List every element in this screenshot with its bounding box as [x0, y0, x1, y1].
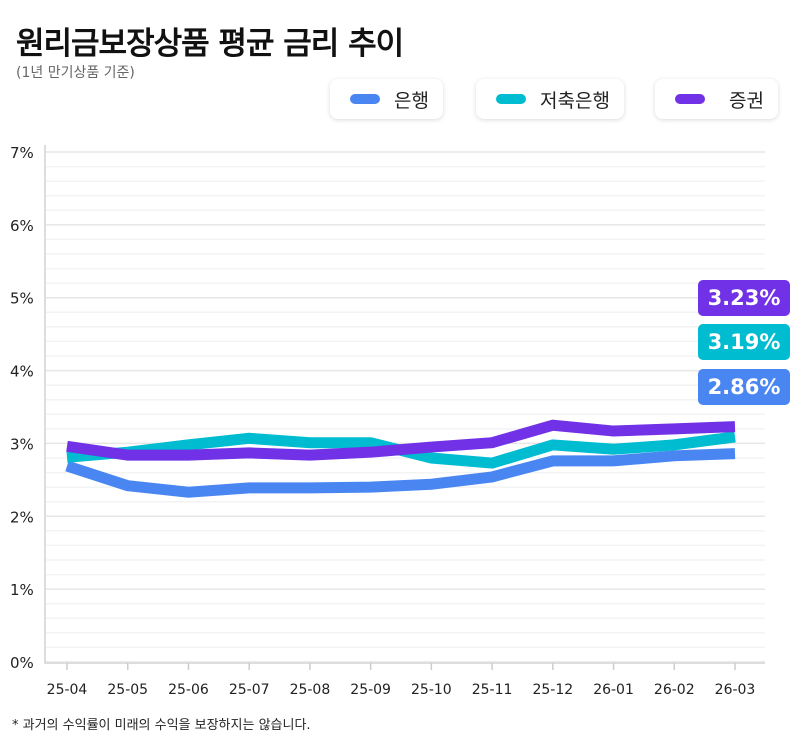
y-tick-label: 3% — [10, 435, 34, 453]
x-tick-label: 25-05 — [107, 682, 148, 698]
x-tick-label: 25-10 — [411, 682, 452, 698]
end-label-savings-bank: 3.19% — [698, 324, 790, 360]
y-tick-label: 2% — [10, 508, 34, 526]
y-tick-label: 5% — [10, 290, 34, 308]
x-tick-label: 26-02 — [654, 682, 695, 698]
legend-swatch-savings-bank — [496, 94, 526, 104]
x-tick-label: 25-09 — [350, 682, 391, 698]
legend-label: 저축은행 — [540, 89, 610, 112]
legend-label: 증권 — [729, 89, 764, 112]
chart-subtitle: (1년 만기상품 기준) — [16, 65, 135, 81]
x-tick-label: 25-06 — [168, 682, 209, 698]
y-tick-label: 0% — [10, 654, 34, 672]
legend-swatch-bank — [350, 94, 380, 104]
y-tick-label: 6% — [10, 217, 34, 235]
x-tick-label: 25-12 — [532, 682, 573, 698]
legend-item-bank[interactable]: 은행 — [330, 79, 443, 119]
x-tick-label: 25-07 — [229, 682, 270, 698]
y-tick-label: 1% — [10, 581, 34, 599]
chart-title: 원리금보장상품 평균 금리 추이 — [16, 26, 404, 62]
x-tick-label: 26-01 — [593, 682, 634, 698]
end-label-securities: 3.23% — [698, 280, 790, 316]
series-line-증권 — [66, 419, 736, 461]
x-tick-label: 26-03 — [715, 682, 756, 698]
end-label-bank: 2.86% — [698, 369, 790, 405]
x-tick-label: 25-04 — [47, 682, 88, 698]
series-line-은행 — [65, 448, 736, 498]
x-tick-label: 25-08 — [290, 682, 331, 698]
legend-label: 은행 — [394, 89, 429, 112]
footnote: * 과거의 수익률이 미래의 수익을 보장하지는 않습니다. — [12, 718, 311, 733]
x-tick-label: 25-11 — [472, 682, 513, 698]
legend-item-securities[interactable]: 증권 — [655, 79, 778, 119]
y-tick-label: 7% — [10, 144, 34, 162]
legend-swatch-securities — [675, 94, 705, 104]
legend-item-savings-bank[interactable]: 저축은행 — [476, 79, 624, 119]
y-tick-label: 4% — [10, 363, 34, 381]
